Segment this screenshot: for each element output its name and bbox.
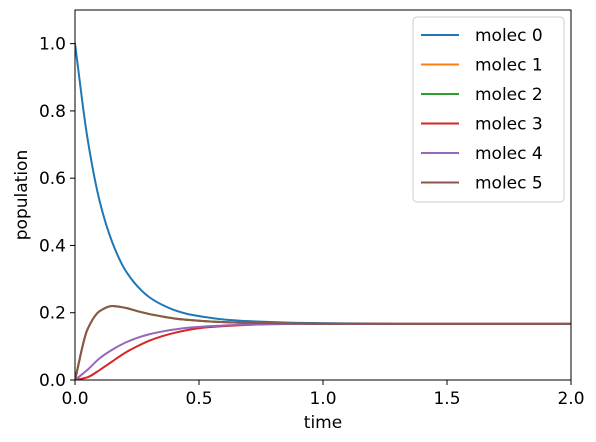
y-axis-label: population: [12, 150, 32, 240]
x-axis-label: time: [304, 413, 342, 433]
y-axis: 0.0 0.2 0.4 0.6 0.8 1.0: [39, 35, 75, 391]
x-axis: 0.0 0.5 1.0 1.5 2.0: [61, 380, 585, 409]
legend-label: molec 4: [475, 144, 543, 164]
y-tick-label: 0.8: [39, 102, 66, 122]
y-tick-label: 0.4: [39, 236, 66, 256]
series-line-molec-5: [75, 305, 571, 380]
legend-label: molec 3: [475, 115, 543, 135]
legend-label: molec 1: [475, 56, 543, 76]
x-tick-label: 0.5: [185, 389, 212, 409]
series-layer: [75, 42, 571, 380]
y-tick-label: 0.0: [39, 371, 66, 391]
y-tick-label: 0.6: [39, 169, 66, 189]
x-tick-label: 0.0: [61, 389, 88, 409]
x-tick-label: 1.0: [309, 389, 336, 409]
legend-label: molec 2: [475, 85, 543, 105]
x-tick-label: 2.0: [557, 389, 584, 409]
legend-box: [412, 16, 565, 203]
x-tick-label: 1.5: [433, 389, 460, 409]
legend-label: molec 0: [475, 26, 543, 46]
y-tick-label: 0.2: [39, 304, 66, 324]
legend-label: molec 5: [475, 174, 543, 194]
legend: molec 0 molec 1 molec 2 molec 3 molec 4 molec…: [412, 16, 565, 203]
y-tick-label: 1.0: [39, 35, 66, 55]
